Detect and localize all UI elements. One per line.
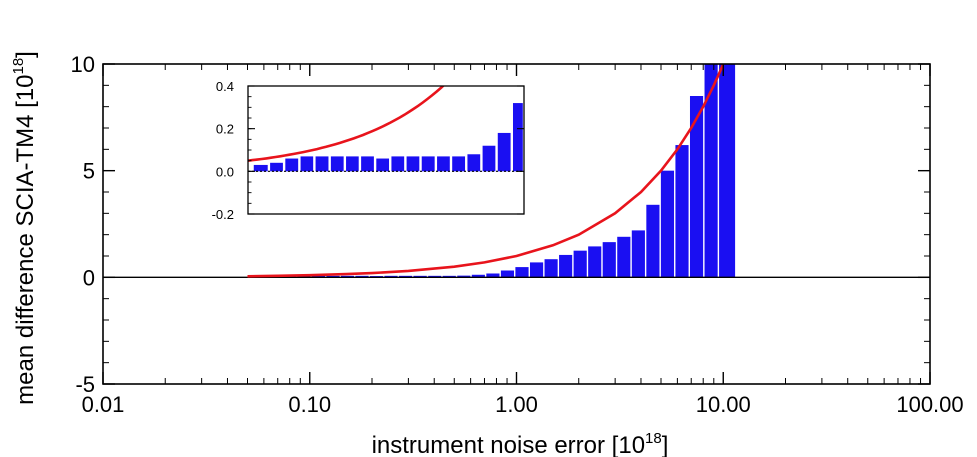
x-tick-label: 0.01 — [82, 392, 125, 417]
main-bar — [529, 262, 544, 278]
inset-bar — [376, 158, 390, 172]
main-bar — [428, 275, 442, 278]
main-bar — [588, 246, 602, 278]
main-curve — [247, 63, 725, 278]
inset-bar — [391, 156, 405, 172]
main-y-ticks: -5 0 5 10 — [71, 52, 930, 397]
inset-bar — [512, 103, 523, 172]
x-tick-label: 100.00 — [896, 392, 963, 417]
main-bar — [340, 275, 355, 278]
inset-bar — [437, 156, 450, 172]
x-axis-label-sup: 18 — [645, 430, 662, 447]
main-bar — [311, 275, 326, 278]
inset-bar — [482, 145, 496, 172]
main-bar — [544, 259, 558, 278]
x-axis-label: instrument noise error [1018] — [372, 430, 669, 457]
y-axis-label-sup: 18 — [10, 58, 27, 75]
main-bar — [384, 275, 398, 278]
inset-bar — [253, 164, 268, 172]
y-axis-label-end: ] — [12, 51, 39, 58]
inset-bar — [467, 154, 481, 172]
main-bar — [413, 275, 427, 278]
main-bar — [719, 64, 736, 278]
inset-y-tick-label: 0.4 — [216, 79, 234, 94]
inset-y-tick-label: 0.2 — [216, 122, 234, 137]
inset-bar — [285, 158, 299, 172]
inset-bars — [253, 103, 523, 172]
inset-bar — [315, 156, 329, 172]
inset-bar — [330, 156, 344, 172]
inset-content — [248, 86, 523, 172]
main-x-ticks: 0.01 0.10 1.00 10.00 100.00 — [82, 64, 964, 417]
main-bar — [660, 170, 675, 278]
inset-bar — [421, 156, 435, 172]
inset-y-tick-label: 0.0 — [216, 164, 234, 179]
main-bar — [442, 275, 456, 278]
x-tick-label: 0.10 — [288, 392, 331, 417]
main-bar — [486, 273, 500, 278]
x-axis-label-end: ] — [662, 432, 669, 457]
main-bar — [646, 204, 660, 278]
main-plot: 0.01 0.10 1.00 10.00 100.00 -5 0 5 10 — [71, 52, 964, 417]
main-bar — [704, 64, 718, 278]
main-bars — [252, 64, 736, 278]
inset-y-tick-label: -0.2 — [212, 207, 234, 222]
y-tick-label: 5 — [83, 159, 95, 184]
main-bar — [559, 254, 573, 278]
main-bar — [617, 236, 631, 278]
x-tick-label: 10.00 — [696, 392, 751, 417]
y-tick-label: -5 — [75, 372, 95, 397]
x-tick-label: 1.00 — [495, 392, 538, 417]
main-bar — [355, 275, 369, 278]
y-axis-label: mean difference SCIA-TM4 [1018] — [10, 51, 39, 405]
main-bar — [326, 275, 340, 278]
main-bar — [515, 267, 529, 278]
inset-bar — [270, 162, 283, 172]
y-tick-label: 0 — [83, 265, 95, 290]
inset-bar — [300, 156, 314, 172]
inset-bar — [361, 156, 374, 172]
main-bar — [471, 274, 485, 278]
inset-bar — [406, 156, 420, 172]
inset-bar — [497, 132, 511, 172]
main-bar — [675, 145, 689, 278]
main-bar — [398, 275, 413, 278]
inset-curve — [248, 86, 445, 162]
inset-plot: -0.2 0.0 0.2 0.4 — [212, 79, 525, 222]
main-bar — [500, 270, 514, 278]
main-bar — [689, 96, 704, 278]
inset-bar — [452, 156, 466, 172]
inset-bar — [346, 156, 359, 172]
main-bar — [573, 250, 587, 278]
main-bar — [602, 242, 616, 278]
inset-y-ticks: -0.2 0.0 0.2 0.4 — [212, 79, 524, 222]
main-bar — [631, 230, 645, 278]
y-tick-label: 10 — [71, 52, 95, 77]
main-bar — [457, 275, 471, 278]
inset-background — [248, 86, 524, 214]
